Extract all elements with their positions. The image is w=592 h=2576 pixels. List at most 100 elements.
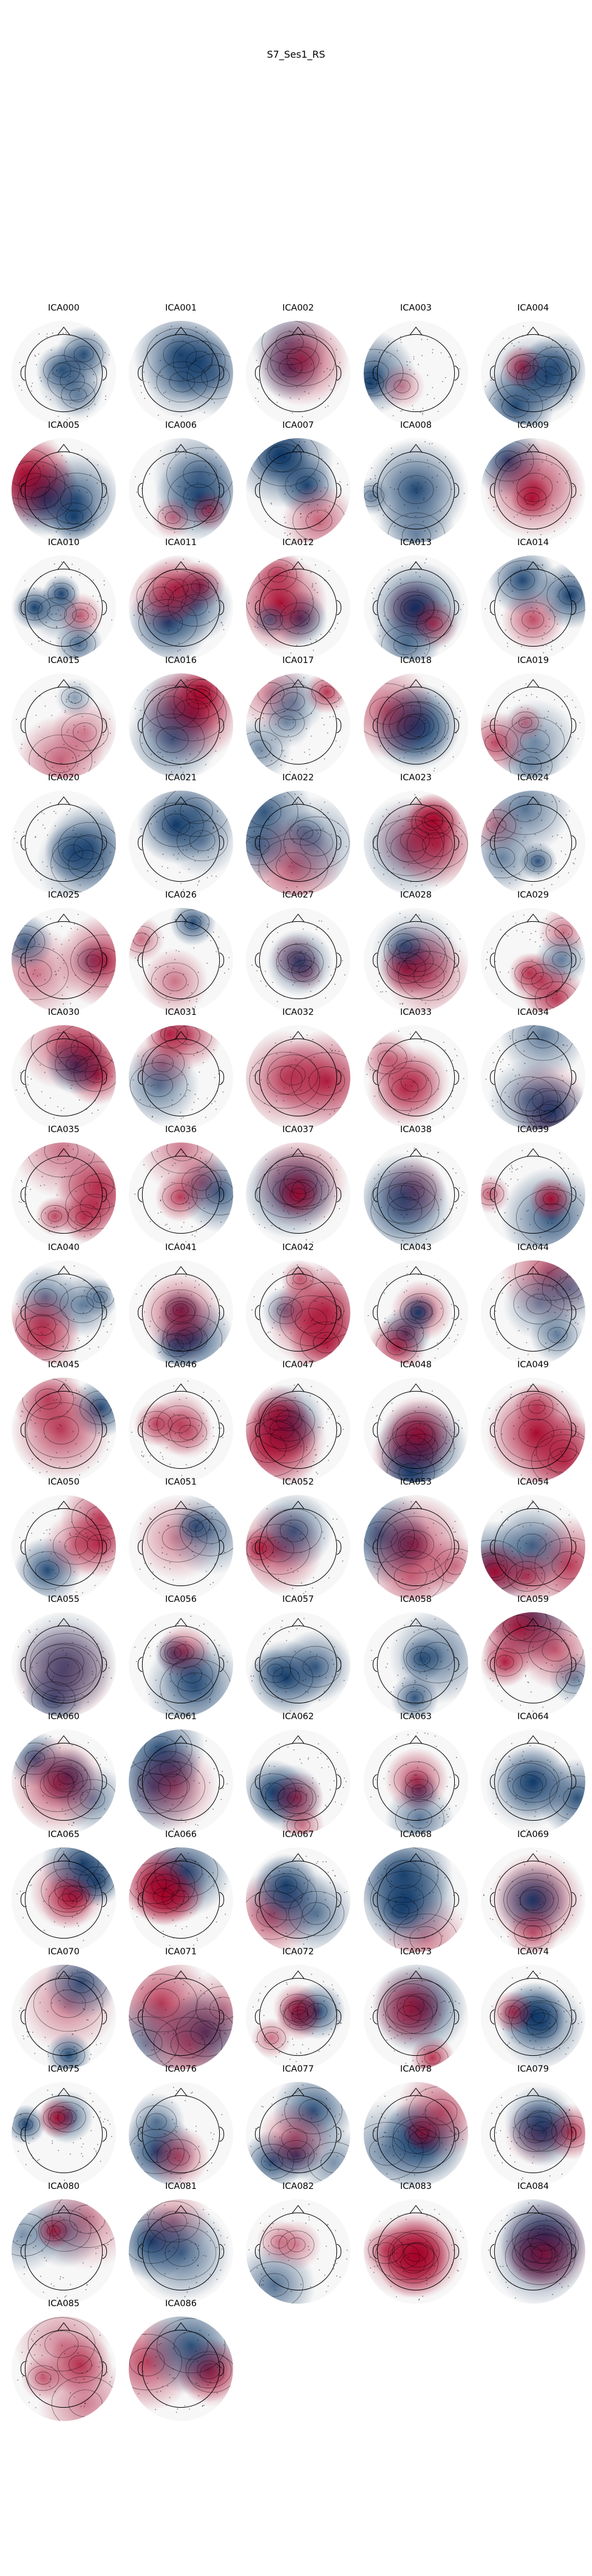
topomap-plot [246, 1260, 350, 1365]
topomap-title: ICA082 [282, 2182, 314, 2192]
topomap-plot [246, 1142, 350, 1248]
topomap-plot [12, 1612, 116, 1717]
topomap-title: ICA072 [282, 1946, 314, 1957]
topomap-plot [246, 790, 350, 895]
topomap-title: ICA013 [400, 538, 432, 548]
topomap-ica003: ICA003 [361, 303, 471, 425]
topomap-ica002: ICA002 [243, 303, 353, 425]
topomap-title: ICA045 [48, 1359, 80, 1370]
topomap-title: ICA039 [517, 1125, 549, 1135]
topomap-ica042: ICA042 [243, 1242, 353, 1365]
topomap-plot [481, 673, 585, 778]
topomap-ica001: ICA001 [126, 303, 236, 425]
topomap-ica013: ICA013 [361, 537, 471, 661]
topomap-title: ICA022 [282, 772, 314, 783]
topomap-ica027: ICA027 [243, 890, 353, 1012]
topomap-plot [129, 1025, 233, 1130]
topomap-plot [246, 1729, 350, 1835]
topomap-ica029: ICA029 [478, 890, 588, 1012]
topomap-ica011: ICA011 [126, 537, 236, 661]
figure-title: S7_Ses1_RS [267, 49, 325, 60]
topomap-ica044: ICA044 [478, 1242, 588, 1365]
topomap-ica034: ICA034 [478, 1007, 588, 1130]
topomap-ica031: ICA031 [126, 1007, 236, 1130]
topomap-title: ICA041 [165, 1242, 197, 1252]
topomap-ica067: ICA067 [243, 1829, 353, 1952]
topomap-title: ICA061 [165, 1712, 197, 1722]
topomap-plot [129, 790, 233, 895]
topomap-plot [129, 908, 233, 1012]
topomap-ica032: ICA032 [243, 1007, 353, 1130]
topomap-title: ICA085 [48, 2299, 80, 2309]
topomap-ica083: ICA083 [361, 2181, 471, 2304]
topomap-plot [481, 321, 585, 425]
topomap-plot [364, 673, 468, 778]
topomap-ica004: ICA004 [478, 303, 588, 425]
topomap-title: ICA052 [282, 1477, 314, 1487]
topomap-plot [364, 1964, 468, 2069]
topomap-plot [12, 908, 116, 1012]
topomap-plot [129, 1964, 233, 2069]
topomap-ica054: ICA054 [478, 1477, 588, 1599]
topomap-title: ICA063 [400, 1712, 432, 1722]
topomap-title: ICA015 [48, 655, 80, 665]
topomap-title: ICA037 [282, 1125, 314, 1135]
topomap-plot [246, 1847, 350, 1952]
topomap-plot [12, 1964, 116, 2069]
topomap-plot [364, 2082, 468, 2186]
topomap-ica039: ICA039 [478, 1124, 588, 1248]
topomap-title: ICA080 [48, 2182, 80, 2192]
topomap-ica006: ICA006 [126, 420, 236, 543]
topomap-ica036: ICA036 [126, 1124, 236, 1248]
topomap-plot [12, 1142, 116, 1248]
topomap-title: ICA070 [48, 1946, 80, 1957]
topomap-plot [481, 1377, 585, 1482]
topomap-title: ICA064 [517, 1712, 549, 1722]
topomap-plot [246, 555, 350, 661]
topomap-plot [246, 1025, 350, 1130]
topomap-plot [364, 1142, 468, 1248]
topomap-title: ICA031 [165, 1008, 197, 1018]
topomap-ica030: ICA030 [9, 1007, 118, 1130]
topomap-ica048: ICA048 [361, 1359, 471, 1482]
topomap-plot [129, 555, 233, 661]
topomap-ica035: ICA035 [9, 1124, 118, 1248]
topomap-plot [364, 1260, 468, 1365]
topomap-title: ICA040 [48, 1242, 80, 1252]
topomap-ica021: ICA021 [126, 772, 236, 895]
topomap-ica075: ICA075 [9, 2064, 118, 2186]
topomap-plot [12, 555, 116, 661]
topomap-plot [481, 1847, 585, 1952]
topomap-title: ICA053 [400, 1477, 432, 1487]
topomap-title: ICA065 [48, 1829, 80, 1839]
topomap-title: ICA017 [282, 655, 314, 665]
topomap-title: ICA079 [517, 2064, 549, 2074]
topomap-plot [364, 438, 468, 543]
topomap-title: ICA030 [48, 1008, 80, 1018]
topomap-title: ICA055 [48, 1595, 80, 1605]
topomap-plot [12, 2317, 116, 2422]
topomap-plot [481, 1612, 585, 1717]
topomap-title: ICA018 [400, 655, 432, 665]
topomap-plot [12, 2199, 116, 2304]
topomap-title: ICA086 [165, 2299, 197, 2309]
topomap-plot [129, 1847, 233, 1952]
topomap-plot [481, 1025, 585, 1130]
topomap-plot [12, 1729, 116, 1835]
topomap-plot [364, 790, 468, 895]
topomap-title: ICA058 [400, 1595, 432, 1605]
topomap-plot [246, 908, 350, 1012]
topomap-plot [246, 321, 350, 425]
topomap-title: ICA054 [517, 1477, 549, 1487]
topomap-plot [246, 673, 350, 778]
topomap-plot [246, 1377, 350, 1482]
topomap-ica024: ICA024 [478, 772, 588, 895]
topomap-title: ICA066 [165, 1829, 197, 1839]
topomap-title: ICA010 [48, 538, 80, 548]
topomap-plot [364, 908, 468, 1012]
topomap-ica053: ICA053 [361, 1477, 471, 1599]
topomap-ica017: ICA017 [243, 655, 353, 778]
topomap-ica015: ICA015 [9, 655, 118, 778]
topomap-ica068: ICA068 [361, 1829, 471, 1952]
